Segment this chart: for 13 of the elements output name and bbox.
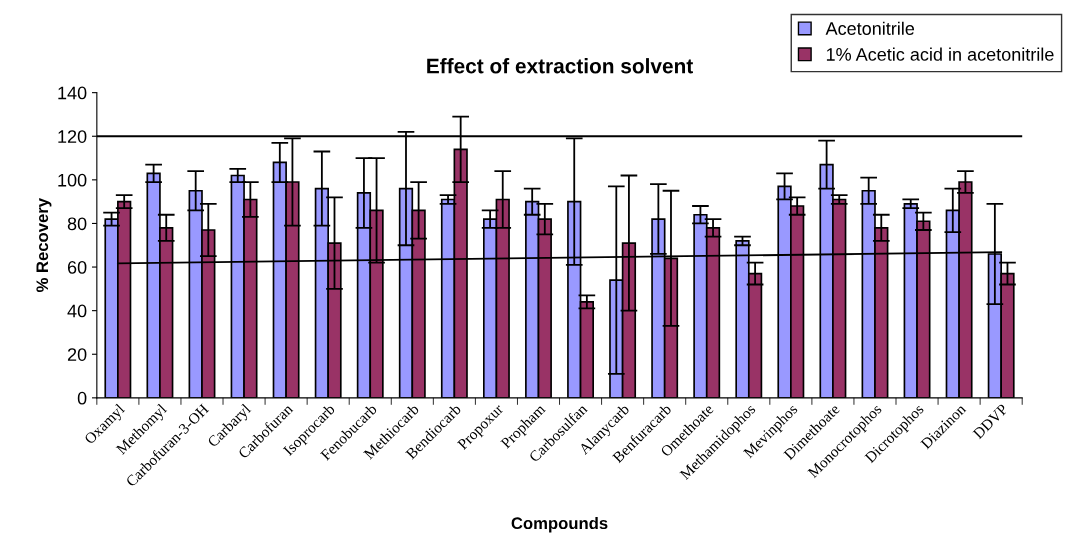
y-tick-label: 140	[58, 86, 87, 100]
x-axis-title: Compounds	[511, 516, 608, 533]
y-tick-label: 20	[67, 348, 87, 361]
y-tick-label: 120	[58, 130, 87, 143]
y-tick-label: 100	[58, 173, 87, 187]
chart-title: Effect of extraction solvent	[427, 58, 693, 74]
y-tick-label: 40	[67, 304, 87, 318]
legend-label: Acetonitrile	[825, 21, 915, 35]
y-axis-title: % Recovery	[36, 198, 52, 293]
y-tick-label: 0	[77, 391, 87, 405]
y-tick-label: 80	[67, 217, 87, 231]
y-tick-label: 60	[67, 260, 87, 274]
legend-label: 1% Acetic acid in acetonitrile	[826, 47, 1054, 61]
